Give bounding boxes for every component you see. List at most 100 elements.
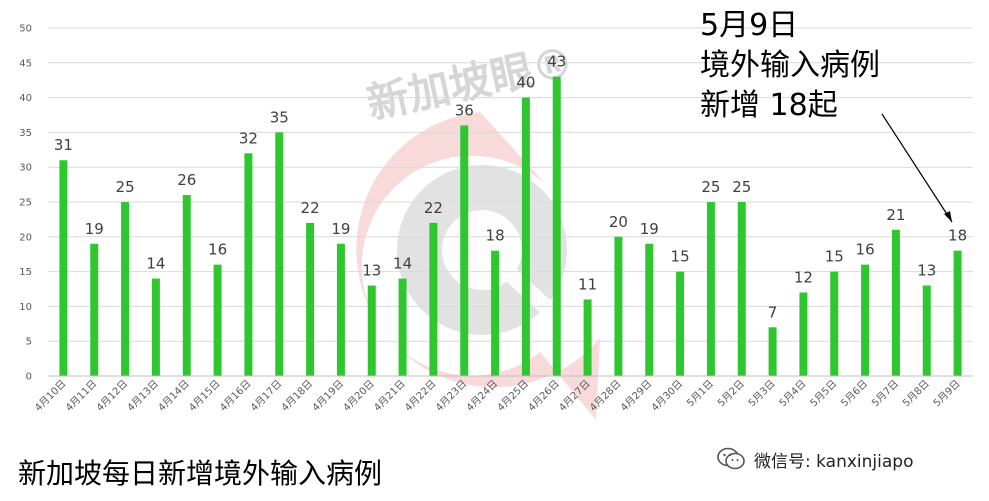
y-tick-label: 40	[19, 93, 32, 104]
x-tick-label: 5月5日	[808, 378, 840, 410]
data-label: 35	[270, 108, 289, 126]
bar	[552, 76, 561, 376]
x-tick-label: 5月7日	[869, 378, 901, 410]
y-tick-label: 5	[26, 337, 32, 348]
x-tick-label: 5月1日	[684, 378, 716, 410]
data-label: 26	[177, 171, 196, 189]
data-label: 22	[301, 199, 320, 217]
data-label: 36	[455, 101, 474, 119]
bar	[922, 285, 931, 376]
wechat-account: 微信号: kanxinjiapo	[716, 441, 913, 477]
chart-title: 新加坡每日新增境外输入病例	[18, 457, 383, 490]
bar	[614, 236, 623, 376]
x-tick-label: 4月14日	[156, 378, 192, 414]
data-label: 32	[239, 129, 258, 147]
y-tick-label: 25	[19, 198, 32, 209]
data-label: 13	[917, 262, 936, 280]
x-tick-label: 5月4日	[777, 378, 809, 410]
y-tick-label: 50	[19, 24, 32, 35]
data-label: 21	[886, 206, 905, 224]
x-tick-label: 4月21日	[372, 378, 408, 414]
annotation-subject: 境外输入病例	[700, 48, 880, 83]
x-tick-label: 4月17日	[248, 378, 284, 414]
data-label: 11	[578, 275, 597, 293]
bar	[213, 264, 222, 376]
bar	[182, 195, 191, 376]
x-tick-label: 4月29日	[618, 378, 654, 414]
y-tick-label: 45	[19, 58, 32, 69]
x-tick-label: 5月8日	[900, 378, 932, 410]
y-tick-label: 30	[19, 163, 32, 174]
data-label: 25	[732, 178, 751, 196]
x-tick-label: 4月20日	[341, 378, 377, 414]
bar	[491, 250, 500, 376]
bar	[737, 202, 746, 376]
bar	[429, 222, 438, 376]
bars	[59, 76, 962, 376]
data-label: 7	[768, 303, 778, 321]
bar	[645, 243, 654, 376]
y-tick-label: 0	[26, 372, 32, 383]
bar	[676, 271, 685, 376]
y-tick-label: 15	[19, 267, 32, 278]
bar	[891, 229, 900, 376]
x-tick-label: 5月2日	[715, 378, 747, 410]
x-tick-label: 4月19日	[310, 378, 346, 414]
data-label: 12	[794, 268, 813, 286]
bar	[90, 243, 99, 376]
bar	[398, 278, 407, 376]
x-tick-label: 4月15日	[187, 378, 223, 414]
data-labels: 31 19 25 14 26 16 32 35 22 19 13 14 22 36 18 40 43 11 20 19…	[54, 53, 967, 322]
data-label: 16	[856, 241, 875, 259]
bar	[706, 202, 715, 376]
bar	[768, 327, 777, 376]
y-axis: 0 5 10 15 20 25 30 35 40 45 50	[19, 24, 32, 383]
wechat-icon	[717, 447, 745, 470]
bar	[121, 202, 130, 376]
wechat-account-text: 微信号: kanxinjiapo	[754, 451, 914, 472]
x-tick-label: 4月30日	[649, 378, 685, 414]
data-label: 15	[825, 248, 844, 266]
watermark: 新加坡眼®	[356, 37, 600, 420]
bar	[861, 264, 870, 376]
x-tick-label: 4月13日	[125, 378, 161, 414]
bar	[306, 222, 315, 376]
data-label: 25	[701, 178, 720, 196]
x-tick-label: 5月9日	[931, 378, 963, 410]
data-label: 43	[547, 53, 566, 71]
bar	[953, 250, 962, 376]
data-label: 13	[362, 262, 381, 280]
data-label: 19	[640, 220, 659, 238]
annotation-arrow	[881, 113, 953, 223]
bar	[830, 271, 839, 376]
annotation-value: 新增 18起	[700, 88, 838, 123]
x-tick-label: 5月3日	[746, 378, 778, 410]
x-tick-label: 4月22日	[402, 378, 438, 414]
y-tick-label: 35	[19, 128, 32, 139]
bar	[583, 299, 592, 376]
bar	[336, 243, 345, 376]
bar	[59, 160, 68, 376]
x-tick-label: 4月18日	[279, 378, 315, 414]
x-tick-label: 4月12日	[94, 378, 130, 414]
data-label: 40	[516, 74, 535, 92]
data-label: 18	[948, 227, 967, 245]
bar	[244, 153, 253, 376]
data-label: 18	[486, 227, 505, 245]
data-label: 31	[54, 136, 73, 154]
x-tick-label: 5月6日	[839, 378, 871, 410]
data-label: 16	[208, 241, 227, 259]
bar	[151, 278, 160, 376]
x-tick-label: 4月26日	[526, 378, 562, 414]
bar	[275, 132, 284, 376]
data-label: 20	[609, 213, 628, 231]
y-tick-label: 10	[19, 302, 32, 313]
data-label: 19	[331, 220, 350, 238]
x-tick-label: 4月11日	[63, 378, 99, 414]
y-tick-label: 20	[19, 232, 32, 243]
annotation: 5月9日 境外输入病例 新增 18起	[700, 6, 880, 126]
gridlines	[48, 27, 973, 377]
x-tick-label: 4月10日	[32, 378, 68, 414]
x-tick-label: 4月16日	[217, 378, 253, 414]
